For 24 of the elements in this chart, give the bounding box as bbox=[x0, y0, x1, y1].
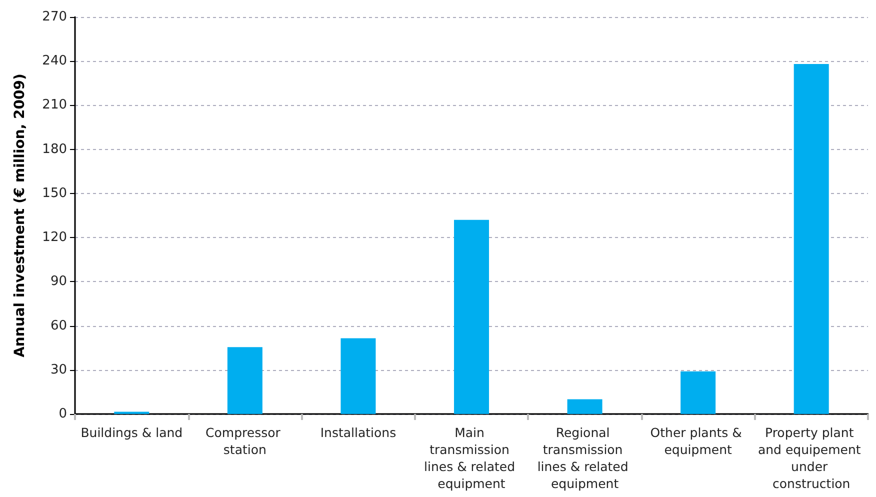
bar bbox=[454, 220, 489, 414]
bar bbox=[340, 338, 376, 414]
y-tick-label: 210 bbox=[42, 98, 67, 113]
x-tick-label: Regional transmission lines & related equipment bbox=[537, 425, 632, 491]
y-tick-label: 90 bbox=[50, 274, 67, 290]
y-tick-label: 120 bbox=[42, 230, 67, 246]
y-tick-label: 180 bbox=[42, 142, 67, 157]
y-tick-label: 270 bbox=[42, 10, 67, 24]
bar bbox=[567, 399, 602, 414]
x-tick-label: Compressor station bbox=[206, 425, 284, 457]
x-tick-label: Installations bbox=[320, 425, 396, 440]
y-tick-label: 240 bbox=[42, 54, 67, 69]
x-tick-label: Property plant and equipement under construction bbox=[758, 425, 865, 491]
x-tick-label: Other plants & equipment bbox=[650, 425, 746, 457]
y-tick-label: 150 bbox=[42, 186, 67, 201]
bar bbox=[680, 371, 716, 414]
x-tick-label: Main transmission lines & related equipment bbox=[424, 425, 519, 491]
y-tick-label: 30 bbox=[50, 362, 67, 378]
bar bbox=[227, 347, 262, 414]
bar bbox=[794, 64, 829, 414]
x-tick-label: Buildings & land bbox=[80, 425, 183, 440]
y-tick-label: 0 bbox=[58, 406, 67, 422]
y-axis-title: Annual investment (€ million, 2009) bbox=[12, 74, 28, 358]
y-tick-label: 60 bbox=[50, 318, 67, 334]
